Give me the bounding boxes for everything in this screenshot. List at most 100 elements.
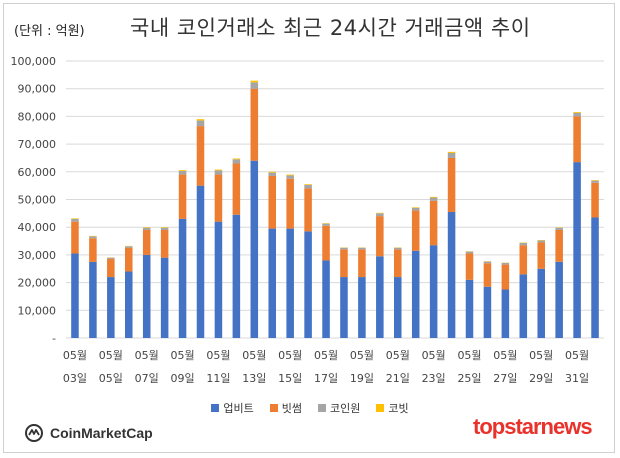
bar-segment-coinone bbox=[573, 112, 581, 117]
bar-segment-bithumb bbox=[573, 116, 581, 163]
bar-segment-bithumb bbox=[555, 229, 563, 262]
bar-segment-upbit bbox=[591, 217, 599, 338]
x-tick-month: 05월 bbox=[171, 349, 195, 362]
bar-segment-korbit bbox=[447, 151, 456, 153]
x-tick-day: 19일 bbox=[350, 371, 374, 385]
legend-label-coinone: 코인원 bbox=[330, 402, 361, 415]
y-tick-label: 10,000 bbox=[18, 304, 57, 317]
y-tick-label: 30,000 bbox=[18, 249, 57, 262]
bar-segment-bithumb bbox=[501, 264, 510, 290]
x-tick-month: 05월 bbox=[206, 349, 230, 362]
bar-segment-korbit bbox=[429, 196, 438, 198]
bar-segment-coinone bbox=[268, 172, 276, 176]
bar-segment-bithumb bbox=[71, 221, 79, 254]
bar-segment-coinone bbox=[340, 247, 348, 250]
bar-segment-bithumb bbox=[447, 157, 456, 212]
bar-segment-upbit bbox=[376, 256, 384, 338]
x-tick-month: 05월 bbox=[422, 349, 446, 362]
bar-segment-bithumb bbox=[483, 263, 492, 287]
bar-segment-upbit bbox=[340, 277, 348, 338]
bar-segment-coinone bbox=[555, 227, 563, 230]
bar-segment-coinone bbox=[178, 170, 187, 175]
x-tick-day: 29일 bbox=[529, 371, 553, 385]
legend-item-bithumb: 빗썸 bbox=[269, 400, 302, 416]
bar-segment-coinone bbox=[142, 227, 151, 230]
bar-segment-korbit bbox=[232, 158, 241, 160]
bar-segment-bithumb bbox=[178, 174, 187, 219]
x-tick-month: 05월 bbox=[314, 349, 338, 362]
bar-segment-upbit bbox=[358, 277, 366, 338]
legend: 업비트 빗썸 코인원 코빗 bbox=[0, 400, 620, 416]
y-tick-label: 80,000 bbox=[18, 110, 57, 123]
bar-segment-coinone bbox=[322, 223, 330, 226]
bar-segment-upbit bbox=[268, 228, 276, 338]
x-tick-month: 05월 bbox=[242, 349, 266, 362]
bar-segment-upbit bbox=[555, 261, 563, 338]
bar-segment-bithumb bbox=[89, 238, 97, 262]
bar-segment-upbit bbox=[107, 277, 115, 338]
x-tick-day: 27일 bbox=[493, 371, 517, 385]
bar-segment-coinone bbox=[537, 240, 545, 243]
bar-segment-upbit bbox=[394, 277, 402, 338]
bar-segment-upbit bbox=[429, 245, 438, 338]
bar-segment-upbit bbox=[465, 279, 474, 338]
bar-segment-coinone bbox=[429, 197, 438, 201]
bar-segment-bithumb bbox=[160, 229, 169, 258]
bar-segment-korbit bbox=[142, 227, 151, 228]
bar-segment-upbit bbox=[519, 274, 528, 338]
bar-segment-upbit bbox=[483, 286, 492, 338]
bar-segment-upbit bbox=[232, 214, 241, 338]
bar-segment-bithumb bbox=[268, 175, 276, 229]
x-tick-day: 05일 bbox=[99, 371, 123, 385]
x-tick-month: 05월 bbox=[386, 349, 410, 362]
bar-segment-bithumb bbox=[286, 178, 294, 229]
bar-segment-upbit bbox=[286, 228, 294, 338]
bar-segment-upbit bbox=[71, 253, 79, 338]
bar-segment-bithumb bbox=[411, 210, 420, 251]
y-tick-label: 100,000 bbox=[11, 55, 57, 68]
bar-segment-korbit bbox=[573, 111, 581, 113]
bar-segment-upbit bbox=[501, 289, 510, 338]
bar-segment-coinone bbox=[196, 120, 205, 127]
x-tick-day: 03일 bbox=[63, 371, 87, 385]
bar-segment-bithumb bbox=[429, 200, 438, 246]
bar-segment-coinone bbox=[394, 247, 402, 250]
bar-segment-coinone bbox=[214, 170, 223, 175]
x-tick-month: 05월 bbox=[493, 349, 517, 362]
bar-segment-bithumb bbox=[250, 88, 259, 161]
bar-segment-bithumb bbox=[591, 182, 599, 218]
legend-swatch-bithumb bbox=[269, 404, 278, 412]
bar-segment-coinone bbox=[160, 227, 169, 230]
bar-segment-upbit bbox=[196, 185, 205, 338]
bar-segment-bithumb bbox=[376, 216, 384, 257]
coinmarketcap-logo: CoinMarketCap bbox=[24, 423, 153, 443]
bar-segment-coinone bbox=[232, 159, 241, 164]
x-tick-day: 11일 bbox=[206, 371, 230, 385]
bar-segment-coinone bbox=[501, 262, 510, 265]
y-tick-label: 20,000 bbox=[18, 277, 57, 290]
bar-segment-coinone bbox=[89, 236, 97, 239]
legend-label-bithumb: 빗썸 bbox=[281, 402, 302, 415]
legend-swatch-upbit bbox=[211, 404, 220, 412]
unit-label: (단위 : 억원) bbox=[14, 24, 85, 39]
bar-segment-coinone bbox=[591, 180, 599, 183]
x-tick-day: 21일 bbox=[386, 371, 410, 385]
bar-segment-bithumb bbox=[340, 249, 348, 278]
bar-segment-bithumb bbox=[519, 245, 528, 275]
legend-item-upbit: 업비트 bbox=[211, 400, 254, 416]
bar-segment-coinone bbox=[483, 261, 492, 264]
y-tick-label: 40,000 bbox=[18, 221, 57, 234]
x-tick-month: 05월 bbox=[565, 349, 589, 362]
bar-segment-coinone bbox=[447, 152, 456, 158]
bar-segment-bithumb bbox=[304, 188, 312, 232]
x-tick-month: 05월 bbox=[457, 349, 481, 362]
y-tick-label: 90,000 bbox=[18, 83, 57, 96]
bar-segment-coinone bbox=[125, 246, 133, 248]
bar-segment-coinone bbox=[250, 82, 259, 89]
chart-frame bbox=[3, 3, 615, 453]
x-tick-day: 23일 bbox=[422, 371, 446, 385]
x-tick-day: 31일 bbox=[565, 371, 589, 385]
bar-segment-coinone bbox=[71, 218, 79, 222]
bar-segment-bithumb bbox=[465, 253, 474, 280]
bar-segment-korbit bbox=[268, 171, 276, 173]
